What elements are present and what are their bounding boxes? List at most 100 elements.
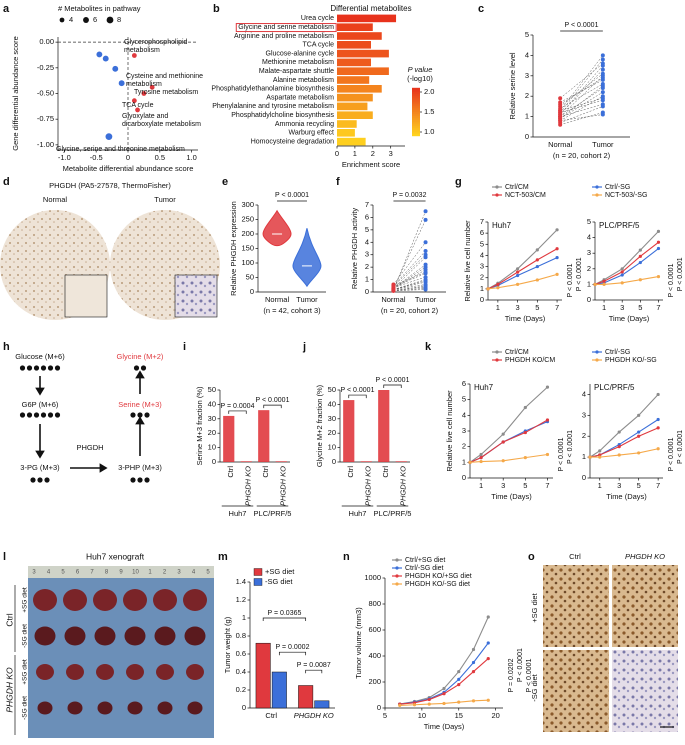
point	[423, 209, 428, 214]
y-tick-label: Aspartate metabolism	[266, 94, 334, 101]
bar	[337, 102, 368, 111]
bar	[275, 461, 287, 462]
y-tick-label: 0	[587, 295, 591, 304]
bracket	[228, 410, 247, 414]
colorbar-step	[412, 105, 420, 109]
ruler-number: 4	[192, 570, 196, 576]
point	[558, 118, 563, 123]
point	[423, 287, 428, 292]
marker	[555, 256, 559, 260]
bracket	[305, 669, 323, 674]
colorbar-step	[412, 113, 420, 117]
colorbar-step	[412, 95, 420, 99]
photo	[28, 566, 214, 738]
point	[423, 248, 428, 253]
marker	[457, 677, 461, 682]
inset	[174, 274, 218, 318]
ruler-number: 5	[61, 570, 65, 576]
y-tick-label: 1	[480, 284, 484, 293]
marker	[496, 286, 500, 290]
y-tick-label: Urea cycle	[301, 15, 334, 22]
y-tick-label: 0	[332, 457, 336, 466]
tumor	[67, 701, 83, 715]
marker	[638, 278, 642, 282]
legend-size	[59, 17, 65, 23]
legend-swatch	[253, 578, 263, 586]
o-row: -SG diet	[530, 673, 539, 701]
y-tick-label: Methionine metabolism	[262, 59, 334, 66]
marker	[523, 430, 527, 435]
x-tick-label: 5	[638, 303, 642, 312]
bar	[337, 32, 382, 40]
marker	[656, 246, 661, 251]
x-tick-label: 7	[545, 481, 549, 490]
marker	[598, 449, 602, 453]
marker	[656, 229, 661, 233]
y-tick-label: 30	[328, 414, 336, 423]
bar	[337, 76, 370, 84]
tumor	[127, 701, 143, 715]
annotation: Glycerophospholipid	[124, 39, 188, 46]
x-tick-label: 3	[389, 149, 393, 158]
pair-line	[560, 112, 603, 126]
y-tick-label: 50	[328, 385, 336, 394]
bar	[337, 111, 373, 119]
x-tick-label: 3	[620, 303, 624, 312]
series-line	[469, 386, 548, 463]
y-tick-label: 1	[525, 112, 529, 121]
atom	[144, 477, 150, 483]
violin	[262, 209, 292, 247]
y-tick-label: 20	[328, 428, 336, 437]
y-axis-label: Relative PHGDH expression	[229, 201, 238, 296]
y-tick-label: 4	[365, 237, 369, 246]
atom	[26, 365, 33, 371]
row-label: +SG diet	[22, 587, 29, 613]
x-tick-label: Ctrl	[346, 466, 355, 478]
colorbar-step	[412, 129, 420, 133]
marker	[516, 273, 520, 278]
y-tick-label: Homocysteine degradation	[251, 138, 334, 145]
colorbar-step	[412, 125, 420, 129]
atom	[140, 365, 147, 371]
bar	[314, 700, 330, 709]
x-tick-label: 5	[637, 481, 641, 490]
legend-swatch	[253, 568, 263, 576]
x-tick-label: Ctrl	[381, 466, 390, 478]
colorbar-step	[412, 107, 420, 111]
y-tick-label: 1	[242, 613, 246, 622]
point	[423, 262, 428, 267]
pair-line	[560, 97, 603, 111]
y-tick-label: 300	[241, 200, 254, 209]
bar	[337, 67, 389, 75]
bar	[337, 129, 355, 137]
y-tick-label: 6	[365, 212, 369, 221]
point	[105, 133, 113, 141]
panel-letter: j	[302, 341, 306, 353]
legend-label: 8	[117, 15, 121, 24]
legend-label: -SG diet	[265, 577, 293, 586]
pair-line	[393, 279, 426, 290]
legend-label: Ctrl/+SG diet	[405, 557, 445, 564]
series-line	[399, 658, 489, 705]
y-tick-label: 5	[365, 225, 369, 234]
legend-marker	[495, 193, 499, 197]
x-tick-label: 1	[598, 481, 602, 490]
chart-title: Huh7	[492, 221, 512, 230]
d-label: Normal	[43, 195, 68, 204]
annotation: TCA cycle	[122, 102, 154, 109]
y-tick-label: 250	[241, 214, 254, 223]
p-value: P < 0.0001	[668, 263, 675, 297]
point	[558, 114, 563, 119]
y-axis-label: Relative PHGDH activity	[350, 208, 359, 290]
pair-line	[393, 219, 426, 289]
x-tick-label: 7	[656, 481, 660, 490]
point	[600, 71, 605, 76]
colorbar-step	[412, 131, 420, 135]
colorbar-step	[412, 93, 420, 97]
marker	[457, 670, 461, 674]
x-tick-label: Normal	[381, 295, 406, 304]
p-value: P < 0.0001	[567, 430, 574, 464]
point	[391, 283, 396, 288]
bar	[271, 671, 287, 709]
marker	[516, 267, 520, 271]
